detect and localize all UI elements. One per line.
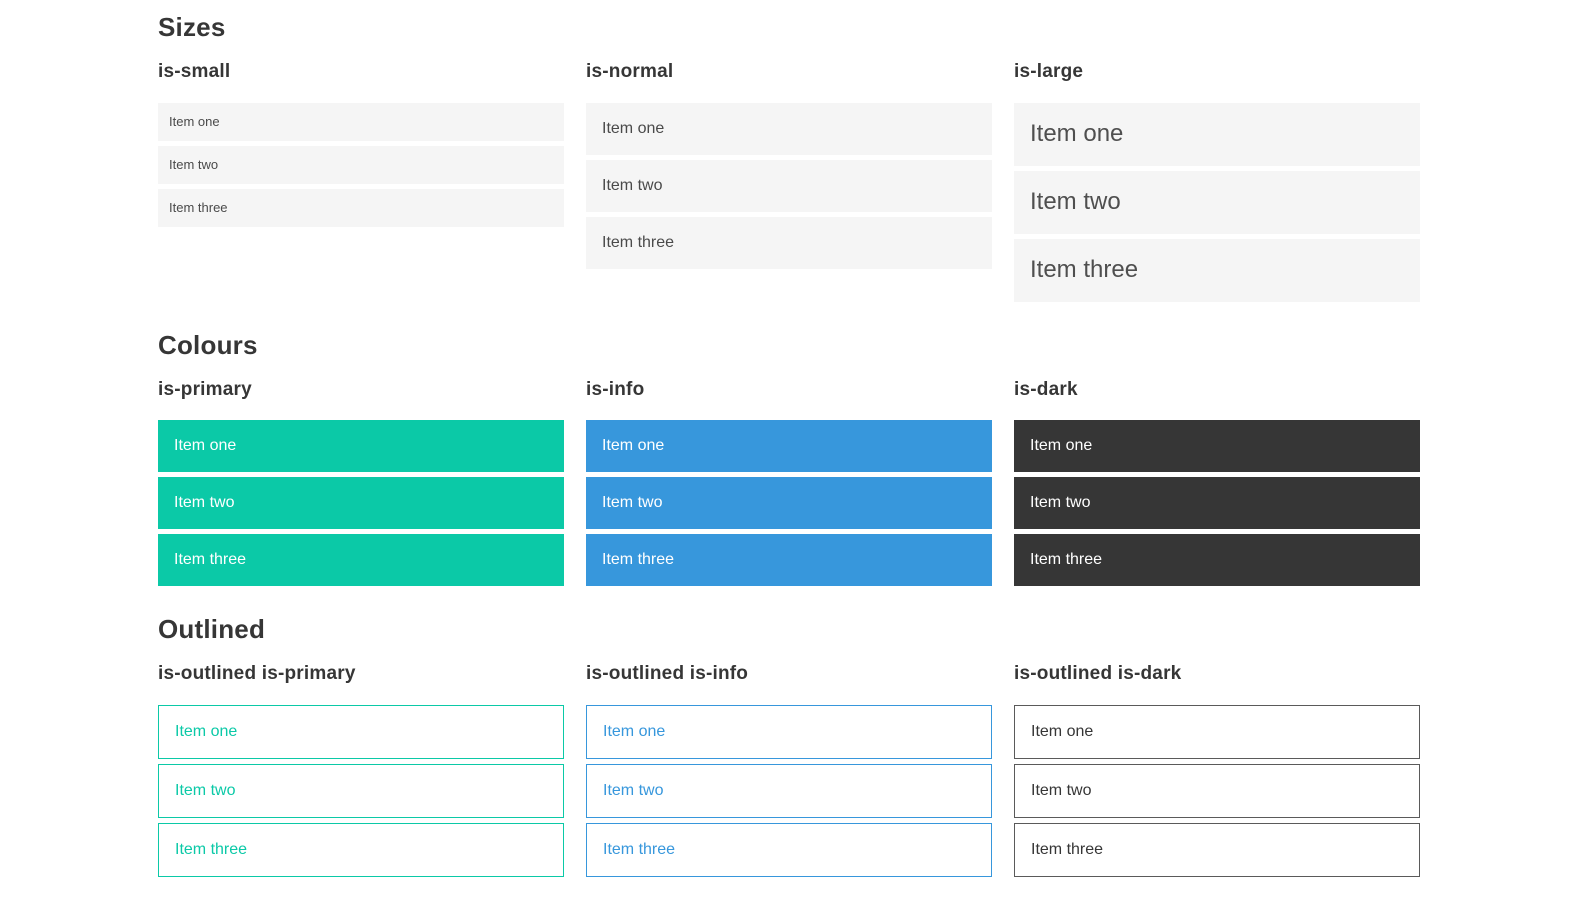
list-item: Item one	[158, 102, 564, 141]
list-item: Item three	[1014, 534, 1420, 587]
demo-column-color-info: is-info Item one Item two Item three	[586, 379, 992, 592]
group-label: is-large	[1014, 60, 1084, 82]
group-label: is-outlined is-info	[586, 663, 749, 685]
list-item: Item one	[1014, 705, 1420, 760]
list-item: Item three	[586, 823, 992, 878]
list-item: Item two	[1014, 477, 1420, 530]
group-label: is-outlined is-primary	[158, 663, 356, 685]
columns-row: is-small Item one Item two Item three is-nor…	[158, 61, 1420, 307]
list-item: Item one	[158, 705, 564, 760]
section-outlined: Outlined is-outlined is-primary Item one It…	[158, 614, 1420, 882]
list-item: Item one	[586, 705, 992, 760]
section-colours: Colours is-primary Item one Item two Item th…	[158, 329, 1420, 592]
list-outlined-dark: Item one Item two Item three	[1014, 705, 1420, 878]
group-label: is-normal	[586, 60, 674, 82]
section-title: Colours	[158, 329, 258, 360]
columns-row: is-primary Item one Item two Item three is-i…	[158, 379, 1420, 592]
section-title: Outlined	[158, 614, 266, 645]
list-item: Item three	[1014, 823, 1420, 878]
list-item: Item three	[1014, 238, 1420, 302]
list-size-small: Item one Item two Item three	[158, 102, 564, 227]
demo-column-color-primary: is-primary Item one Item two Item three	[158, 379, 564, 592]
list-item: Item two	[586, 477, 992, 530]
list-outlined-primary: Item one Item two Item three	[158, 705, 564, 878]
demo-column-size-normal: is-normal Item one Item two Item three	[586, 61, 992, 307]
list-item: Item one	[158, 420, 564, 473]
list-color-info: Item one Item two Item three	[586, 420, 992, 587]
list-color-primary: Item one Item two Item three	[158, 420, 564, 587]
demo-column-outlined-primary: is-outlined is-primary Item one Item two It…	[158, 663, 564, 882]
list-item: Item two	[158, 477, 564, 530]
sections-container: Sizes is-small Item one Item two Item three i…	[158, 12, 1420, 882]
list-item: Item one	[1014, 102, 1420, 166]
group-label: is-small	[158, 60, 231, 82]
group-label: is-dark	[1014, 378, 1078, 400]
list-component-demo-page: Sizes is-small Item one Item two Item three i…	[158, 0, 1420, 882]
list-color-dark: Item one Item two Item three	[1014, 420, 1420, 587]
list-item: Item two	[158, 145, 564, 184]
list-item: Item three	[586, 534, 992, 587]
demo-column-size-large: is-large Item one Item two Item three	[1014, 61, 1420, 307]
list-item: Item three	[158, 534, 564, 587]
list-item: Item three	[158, 188, 564, 227]
list-item: Item one	[586, 102, 992, 155]
list-item: Item two	[1014, 764, 1420, 819]
group-label: is-info	[586, 378, 645, 400]
columns-row: is-outlined is-primary Item one Item two It…	[158, 663, 1420, 882]
demo-column-outlined-info: is-outlined is-info Item one Item two Item …	[586, 663, 992, 882]
list-item: Item three	[586, 216, 992, 269]
section-title: Sizes	[158, 12, 226, 42]
list-item: Item three	[158, 823, 564, 878]
list-item: Item two	[158, 764, 564, 819]
list-size-normal: Item one Item two Item three	[586, 102, 992, 269]
list-outlined-info: Item one Item two Item three	[586, 705, 992, 878]
list-item: Item one	[586, 420, 992, 473]
list-item: Item two	[1014, 170, 1420, 234]
list-item: Item two	[586, 159, 992, 212]
demo-column-outlined-dark: is-outlined is-dark Item one Item two Item …	[1014, 663, 1420, 882]
group-label: is-primary	[158, 378, 252, 400]
list-item: Item one	[1014, 420, 1420, 473]
list-size-large: Item one Item two Item three	[1014, 102, 1420, 302]
demo-column-color-dark: is-dark Item one Item two Item three	[1014, 379, 1420, 592]
group-label: is-outlined is-dark	[1014, 663, 1182, 685]
list-item: Item two	[586, 764, 992, 819]
demo-column-size-small: is-small Item one Item two Item three	[158, 61, 564, 307]
section-sizes: Sizes is-small Item one Item two Item three i…	[158, 12, 1420, 307]
